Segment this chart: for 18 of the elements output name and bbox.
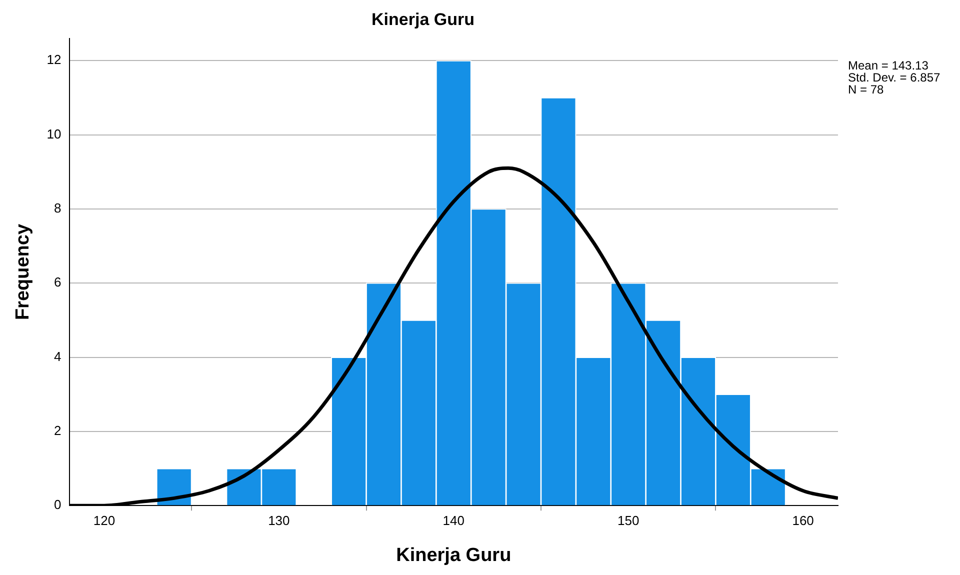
chart-title: Kinerja Guru <box>372 10 474 29</box>
y-axis-title: Frequency <box>12 224 34 320</box>
x-tick-label: 150 <box>617 512 640 528</box>
x-tick-label: 140 <box>442 512 464 528</box>
y-tick-label: 0 <box>54 497 62 512</box>
text: Mean = 143.13 <box>848 58 929 73</box>
y-tick-label: 4 <box>54 348 62 364</box>
y-tick-label: 8 <box>54 200 62 216</box>
x-tick-label: 160 <box>792 512 814 528</box>
y-tick-label: 12 <box>46 52 62 68</box>
y-tick-label: 2 <box>54 423 62 438</box>
y-tick-label: 10 <box>46 126 62 142</box>
text: Std. Dev. = 6.857 <box>848 70 940 85</box>
x-tick-label: 120 <box>93 512 116 528</box>
y-tick-label: 6 <box>54 274 62 290</box>
text: N = 78 <box>848 82 884 97</box>
x-tick-label: 130 <box>268 512 290 528</box>
x-axis-title: Kinerja Guru <box>396 544 512 566</box>
